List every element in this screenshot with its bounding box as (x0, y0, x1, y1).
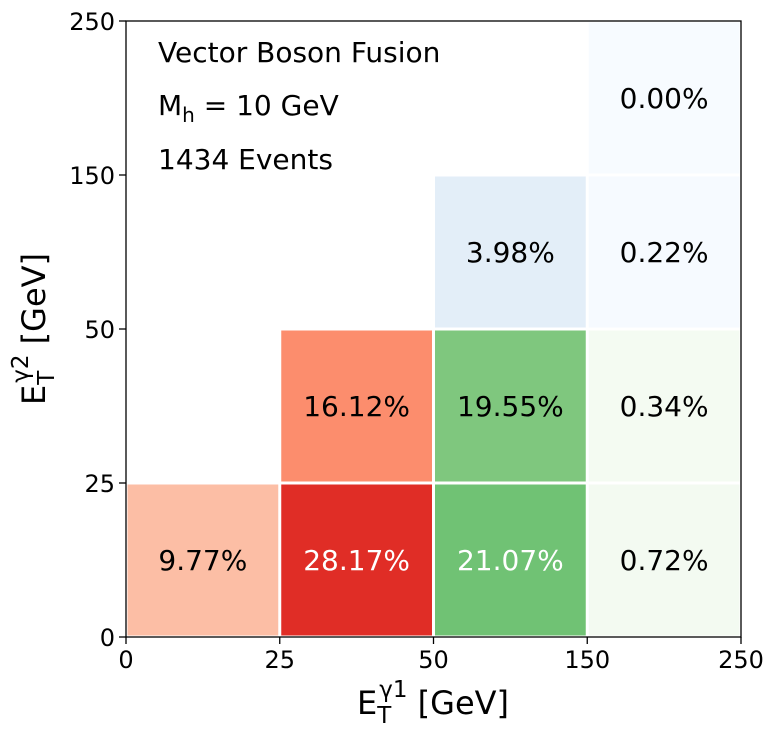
cell-value-label: 28.17% (303, 544, 410, 577)
x-tick-label: 150 (564, 646, 610, 674)
annotation-events: 1434 Events (158, 143, 333, 176)
x-axis-label-unit: [GeV] (408, 684, 510, 722)
y-axis-label: ETγ2 [GeV] (8, 253, 60, 405)
cell-value-label: 3.98% (466, 236, 555, 269)
x-axis-label-sub: T (376, 703, 392, 729)
heatmap-cell (588, 330, 740, 482)
y-tick-label: 150 (69, 162, 115, 190)
heatmap-cell (281, 330, 432, 482)
annotations: Vector Boson Fusion Mh = 10 GeV 1434 Eve… (158, 36, 440, 176)
annotation-mass-main: M (158, 89, 182, 122)
cell-value-label: 19.55% (457, 390, 564, 423)
x-axis-label: ETγ1 [GeV] (357, 677, 509, 729)
x-tick-label: 250 (718, 646, 764, 674)
x-tick-label: 25 (264, 646, 295, 674)
x-axis-label-main: E (357, 684, 377, 722)
annotation-process: Vector Boson Fusion (158, 36, 440, 69)
cell-value-label: 21.07% (457, 544, 564, 577)
axis-ticks: 0 25 50 150 250 0 25 50 150 250 (69, 8, 764, 674)
heatmap-cell (435, 330, 586, 482)
cell-value-label: 0.00% (620, 82, 709, 115)
annotation-mass-rest: = 10 GeV (195, 89, 339, 122)
heatmap-cells: 9.77% 28.17% 16.12% 21.07% 19.55% 3.98% 0.72% 0… (127, 22, 740, 636)
y-axis-label-sub: T (34, 370, 60, 386)
annotation-mass-sub: h (182, 103, 195, 127)
y-tick-label: 250 (69, 8, 115, 36)
y-axis-label-main: E (15, 385, 53, 405)
heatmap-cell (127, 484, 279, 636)
heatmap-cell (588, 176, 740, 328)
heatmap-cell (588, 22, 740, 174)
y-tick-label: 0 (100, 624, 115, 652)
heatmap-cell (435, 484, 586, 636)
heatmap-cell (588, 484, 740, 636)
heatmap-cell (435, 176, 586, 328)
cell-value-label: 9.77% (158, 544, 247, 577)
x-tick-label: 50 (418, 646, 449, 674)
cell-value-label: 0.22% (620, 236, 709, 269)
cell-value-label: 0.72% (620, 544, 709, 577)
x-axis-label-sup: γ1 (379, 677, 407, 703)
cell-value-label: 0.34% (620, 390, 709, 423)
y-tick-label: 25 (84, 470, 115, 498)
y-axis-label-sup: γ2 (8, 354, 34, 382)
cell-value-label: 16.12% (303, 390, 410, 423)
heatmap-cell (281, 484, 432, 636)
y-axis-label-group: ETγ2 [GeV] (8, 253, 60, 405)
x-tick-label: 0 (118, 646, 133, 674)
y-axis-label-unit: [GeV] (15, 253, 53, 355)
y-tick-label: 50 (84, 316, 115, 344)
annotation-mass: Mh = 10 GeV (158, 89, 339, 127)
